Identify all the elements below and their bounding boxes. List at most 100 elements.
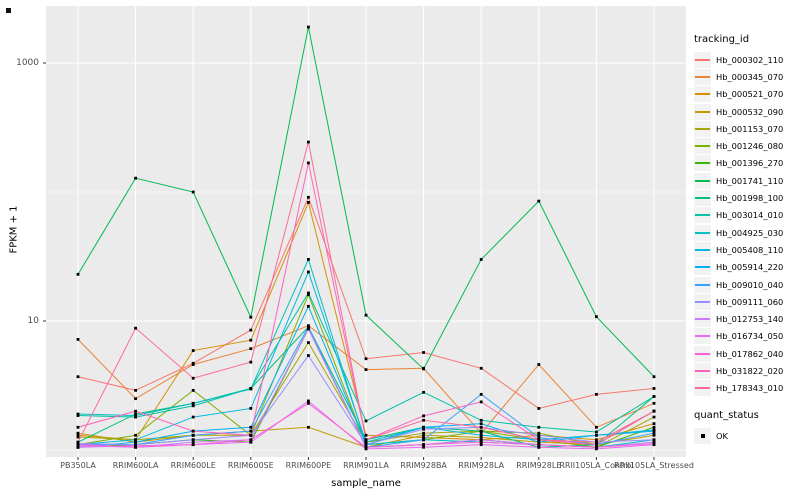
data-point — [134, 415, 137, 419]
x-tick-label: RRIM928LE — [516, 461, 562, 470]
legend-label: Hb_031822_020 — [716, 365, 784, 376]
data-point — [76, 412, 80, 416]
data-point — [191, 433, 195, 437]
legend-key — [694, 241, 711, 258]
legend-key — [694, 345, 711, 362]
data-point — [537, 363, 541, 366]
legend-label: Hb_005914_220 — [716, 262, 784, 273]
x-tick-label: RRIM901LA — [343, 461, 389, 470]
legend-item: Hb_001741_110 — [694, 172, 800, 189]
stray-mark — [6, 8, 11, 13]
legend-item: Hb_000345_070 — [694, 68, 800, 85]
legend-label: Hb_003014_010 — [716, 210, 784, 221]
data-point — [76, 425, 80, 429]
data-point — [76, 435, 80, 439]
data-point — [76, 433, 80, 437]
legend-label: Hb_178343_010 — [716, 383, 784, 394]
data-point — [364, 368, 368, 372]
data-point — [479, 429, 483, 433]
data-point — [537, 407, 541, 410]
data-point — [134, 438, 137, 442]
data-point — [134, 433, 137, 437]
legend-item: Hb_001998_100 — [694, 189, 800, 207]
data-point — [595, 445, 598, 449]
data-point — [307, 401, 310, 405]
data-point — [652, 433, 656, 437]
data-point — [307, 140, 310, 144]
data-point — [249, 347, 253, 351]
data-point — [422, 433, 425, 437]
data-point — [652, 431, 656, 435]
legend-item: Hb_001396_270 — [694, 155, 800, 172]
x-tick-label: RRIM600LE — [170, 461, 216, 470]
data-point — [479, 258, 483, 261]
quant-status-item: OK — [694, 427, 800, 444]
data-point — [191, 349, 195, 352]
y-axis-title: FPKM + 1 — [8, 205, 20, 254]
data-point — [364, 313, 368, 317]
y-tick-label: 10 — [27, 316, 39, 326]
data-point — [595, 425, 598, 429]
data-point — [364, 433, 368, 437]
legend-line-swatch — [695, 162, 710, 165]
legend-item: Hb_016734_050 — [694, 328, 800, 345]
legend-label: Hb_017862_040 — [716, 348, 784, 359]
quant-status-items: OK — [694, 427, 800, 444]
data-point — [134, 444, 137, 448]
data-point — [134, 409, 137, 413]
data-point — [134, 414, 137, 417]
data-point — [307, 327, 310, 331]
x-tick-label: RRIM928LA — [458, 461, 505, 470]
data-point — [537, 438, 541, 442]
data-point — [652, 425, 656, 429]
legend-item: Hb_031822_020 — [694, 362, 800, 379]
data-point — [364, 357, 368, 361]
legend-key — [694, 293, 711, 310]
data-point — [479, 433, 483, 437]
x-tick-label: RRIM928BA — [400, 461, 447, 470]
data-point — [537, 199, 541, 203]
data-point — [364, 447, 368, 451]
data-point — [249, 440, 253, 444]
data-point — [76, 338, 80, 341]
legend-item: Hb_005408_110 — [694, 241, 800, 258]
data-point — [422, 418, 425, 422]
data-point — [134, 176, 137, 180]
data-point — [479, 366, 483, 370]
data-point — [652, 442, 656, 446]
legend-title-tracking-id: tracking_id — [694, 34, 750, 45]
data-point — [652, 415, 656, 419]
legend-key — [694, 68, 711, 85]
data-point — [422, 427, 425, 431]
data-point — [307, 354, 310, 357]
legend-key — [694, 224, 711, 241]
data-point — [191, 443, 195, 447]
data-point — [422, 431, 425, 435]
data-point — [307, 304, 310, 308]
legend-item: Hb_000302_110 — [694, 51, 800, 68]
data-point — [76, 445, 80, 449]
legend-line-swatch — [695, 335, 710, 338]
legend-title-quant-status: quant_status — [694, 409, 759, 421]
data-point — [595, 392, 598, 396]
data-point — [249, 438, 253, 442]
data-point — [307, 270, 310, 274]
legend-key — [694, 311, 711, 328]
legend-key — [694, 259, 711, 276]
data-point — [595, 433, 598, 437]
legend-line-swatch — [695, 179, 710, 182]
data-point — [364, 440, 368, 444]
data-point — [479, 418, 483, 422]
data-point — [479, 431, 483, 435]
data-point — [249, 387, 253, 391]
data-point — [652, 429, 656, 433]
data-point — [364, 445, 368, 449]
legend-item: Hb_009010_040 — [694, 276, 800, 293]
legend-item: Hb_017862_040 — [694, 345, 800, 362]
data-point — [479, 422, 483, 426]
data-point — [652, 438, 656, 442]
legend-key — [694, 155, 711, 172]
legend-label: Hb_000302_110 — [716, 54, 784, 65]
data-point — [537, 425, 541, 429]
